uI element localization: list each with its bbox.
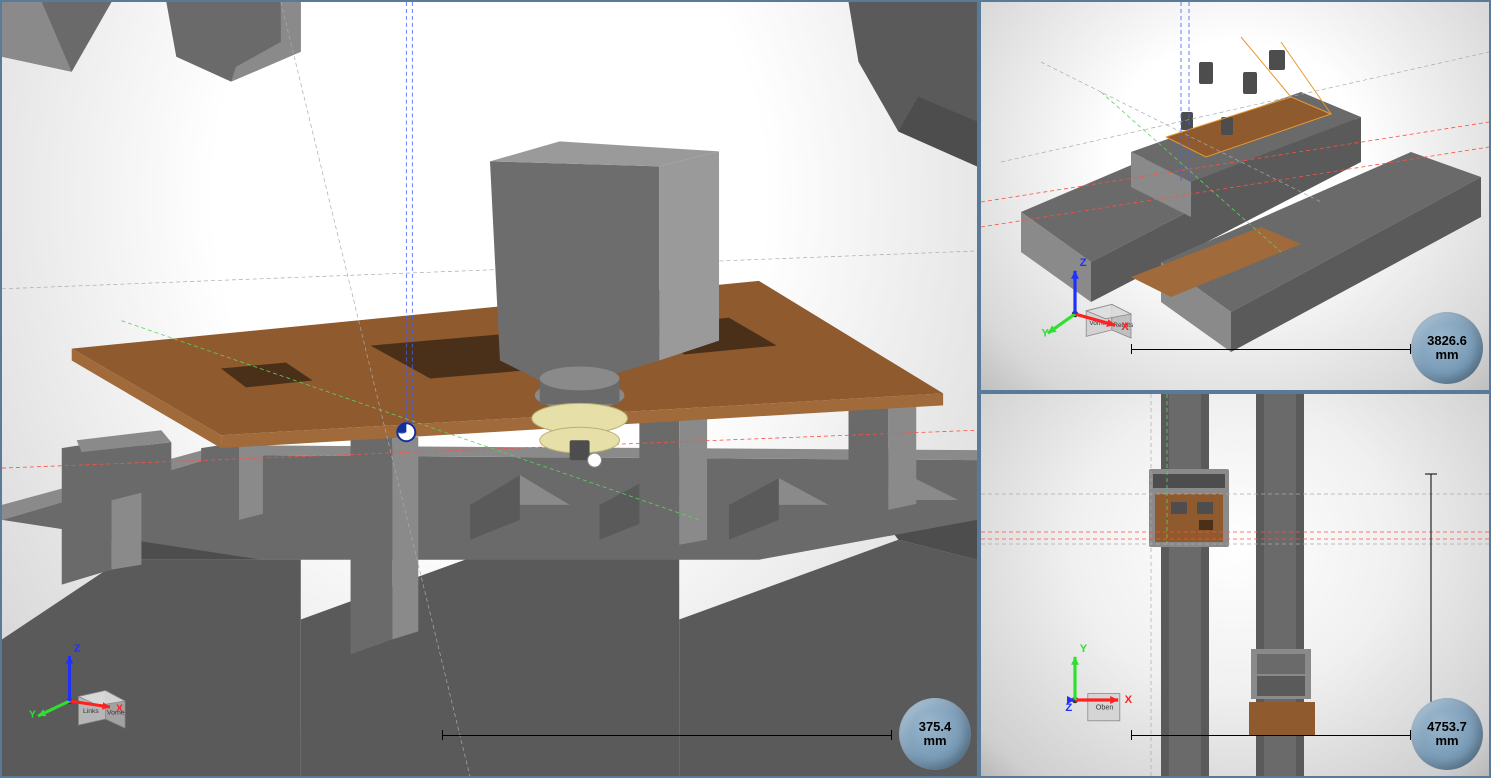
scale-unit-iso: mm [1435, 348, 1458, 362]
scene-main [2, 2, 977, 777]
scale-bar-iso [1131, 349, 1411, 350]
viewport-iso-overview[interactable]: Vorne Rechts XYZ 3826.6 mm [979, 0, 1491, 392]
viewport-top[interactable]: Oben XYZ 4753.7 mm [979, 392, 1491, 778]
scene-top [981, 394, 1489, 776]
viewport-main-perspective[interactable]: Links Vorne XYZ 375.4 mm [0, 0, 979, 778]
scale-bar-main [442, 735, 892, 736]
scale-unit-main: mm [923, 734, 946, 748]
scale-badge-iso[interactable]: 3826.6 mm [1411, 312, 1483, 384]
scale-value-main: 375.4 [919, 720, 952, 734]
scale-badge-top[interactable]: 4753.7 mm [1411, 698, 1483, 770]
scale-unit-top: mm [1435, 734, 1458, 748]
scale-value-top: 4753.7 [1427, 720, 1467, 734]
viewport-grid: Links Vorne XYZ 375.4 mm [0, 0, 1491, 778]
scene-iso [981, 2, 1489, 390]
scale-value-iso: 3826.6 [1427, 334, 1467, 348]
scale-bar-top [1131, 735, 1411, 736]
scale-badge-main[interactable]: 375.4 mm [899, 698, 971, 770]
